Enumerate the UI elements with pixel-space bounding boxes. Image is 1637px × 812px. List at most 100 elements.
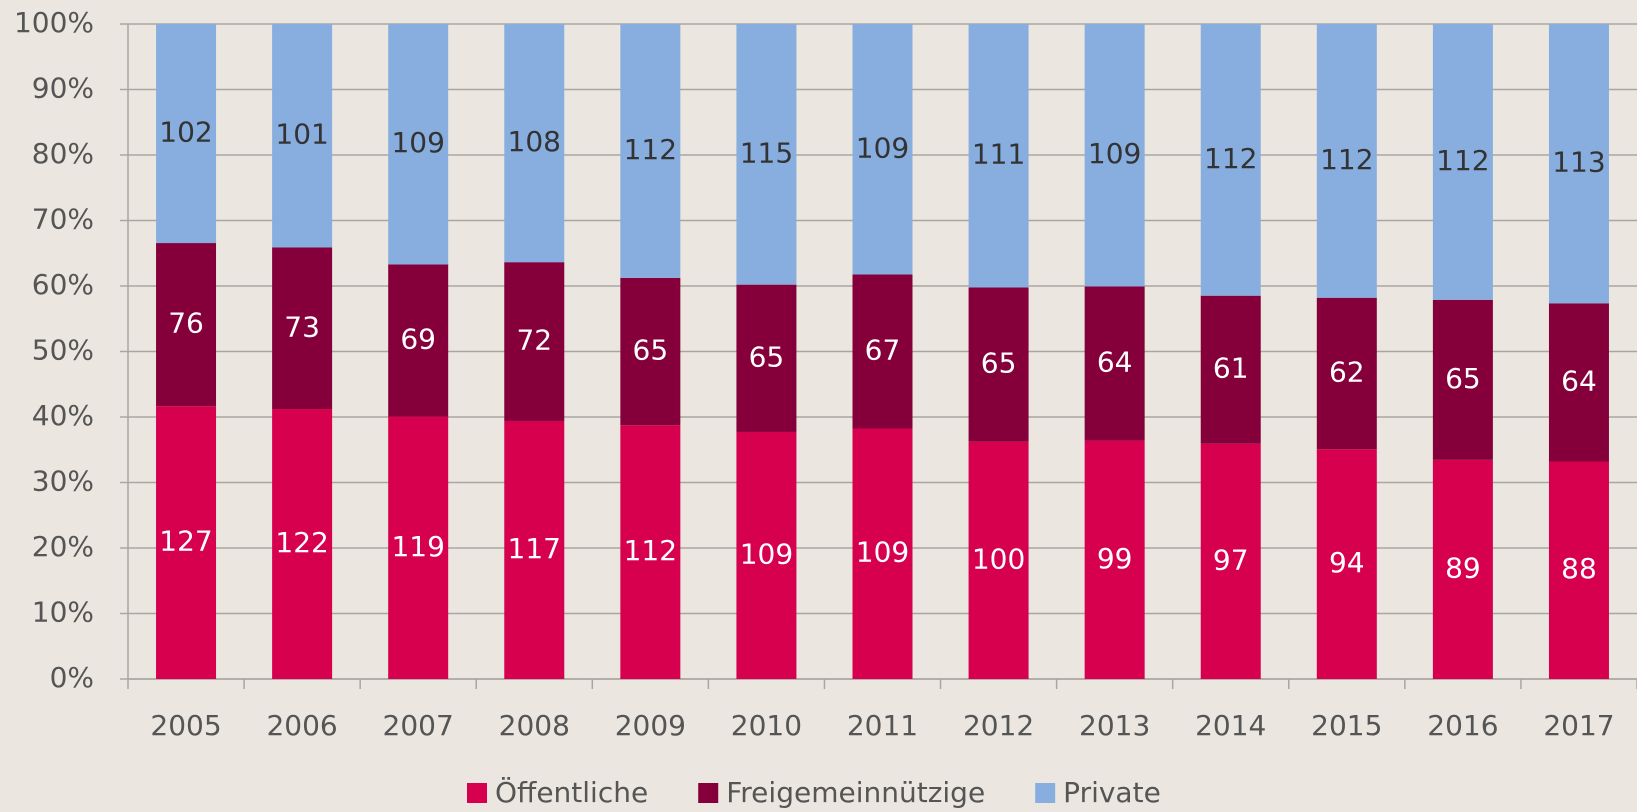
x-tick-label: 2017 [1543,709,1614,742]
legend-label: Private [1063,776,1161,809]
data-label: 122 [275,526,328,559]
y-tick-label: 50% [32,334,94,367]
data-label: 64 [1561,364,1597,397]
y-tick-label: 40% [32,399,94,432]
y-tick-label: 20% [32,530,94,563]
bar-segment [852,274,913,429]
data-label: 108 [508,125,561,158]
bar-segment [156,24,217,244]
data-label: 112 [1204,142,1257,175]
bar-segment [1432,299,1493,460]
bar-segment [736,284,797,432]
data-label: 111 [972,138,1025,171]
data-label: 72 [516,324,552,357]
data-label: 73 [284,310,320,343]
bar-segment [968,24,1029,288]
bar-segment [968,287,1029,442]
data-label: 99 [1097,542,1133,575]
bar-segment [852,428,913,679]
x-tick-label: 2009 [615,709,686,742]
data-label: 119 [391,530,444,563]
x-tick-label: 2014 [1195,709,1266,742]
bar-segment [852,24,913,275]
bar-segment [1432,24,1493,300]
y-tick-label: 30% [32,465,94,498]
y-tick-label: 10% [32,596,94,629]
data-label: 65 [981,347,1017,380]
bar-segment [504,420,565,679]
bar-segment [1548,24,1609,304]
data-label: 62 [1329,355,1365,388]
data-label: 109 [856,536,909,569]
data-label: 112 [1436,144,1489,177]
x-tick-label: 2007 [383,709,454,742]
data-label: 113 [1552,146,1605,179]
bar-segment [504,262,565,421]
bar-segment [620,425,681,679]
data-label: 112 [1320,143,1373,176]
data-label: 115 [740,136,793,169]
bar-segment [1316,24,1377,298]
bar-segment [620,277,681,426]
x-tick-label: 2013 [1079,709,1150,742]
y-tick-label: 100% [14,6,94,39]
legend-swatch [1035,783,1056,803]
x-tick-label: 2005 [150,709,221,742]
bar-segment [620,24,681,278]
data-label: 109 [1088,137,1141,170]
data-label: 109 [856,131,909,164]
data-label: 112 [624,133,677,166]
x-tick-label: 2008 [499,709,570,742]
bar-segment [272,409,333,679]
bar-segment [1084,286,1145,441]
legend-label: Öffentliche [495,775,648,809]
bar-segment [388,264,449,417]
legend-swatch [467,783,487,803]
data-label: 67 [865,334,901,367]
data-label: 76 [168,307,204,340]
x-tick-label: 2006 [266,709,337,742]
bar-segment [272,24,333,248]
data-label: 65 [1445,362,1481,395]
data-label: 65 [749,340,785,373]
x-tick-label: 2011 [847,709,918,742]
bar-segment [736,24,797,285]
bar-segment [272,247,333,410]
bar-segment [156,243,217,407]
bar-segment [1316,297,1377,450]
data-label: 65 [633,334,669,367]
data-label: 61 [1213,352,1249,385]
data-label: 102 [159,116,212,149]
data-label: 109 [740,537,793,570]
legend-swatch [698,783,719,803]
y-tick-label: 70% [32,203,94,236]
data-label: 94 [1329,546,1365,579]
data-label: 101 [275,118,328,151]
data-label: 109 [391,126,444,159]
x-tick-label: 2010 [731,709,802,742]
bar-segment [1084,440,1145,679]
y-tick-label: 60% [32,268,94,301]
data-label: 69 [400,322,436,355]
bar-segment [736,431,797,679]
bar-segment [1316,449,1377,679]
data-label: 97 [1213,543,1249,576]
data-label: 88 [1561,552,1597,585]
bar-segment [1548,303,1609,462]
bar-segment [1084,24,1145,287]
bar-segment [388,24,449,265]
x-tick-label: 2012 [963,709,1034,742]
bar-segment [156,406,217,679]
y-tick-label: 0% [50,661,94,694]
x-tick-label: 2016 [1427,709,1498,742]
bar-segment [1200,295,1261,444]
bar-segment [388,416,449,679]
data-label: 64 [1097,346,1133,379]
y-tick-label: 90% [32,72,94,105]
bar-segment [1432,459,1493,679]
bar-segment [1200,443,1261,679]
data-label: 117 [508,532,561,565]
y-tick-label: 80% [32,137,94,170]
x-tick-label: 2015 [1311,709,1382,742]
